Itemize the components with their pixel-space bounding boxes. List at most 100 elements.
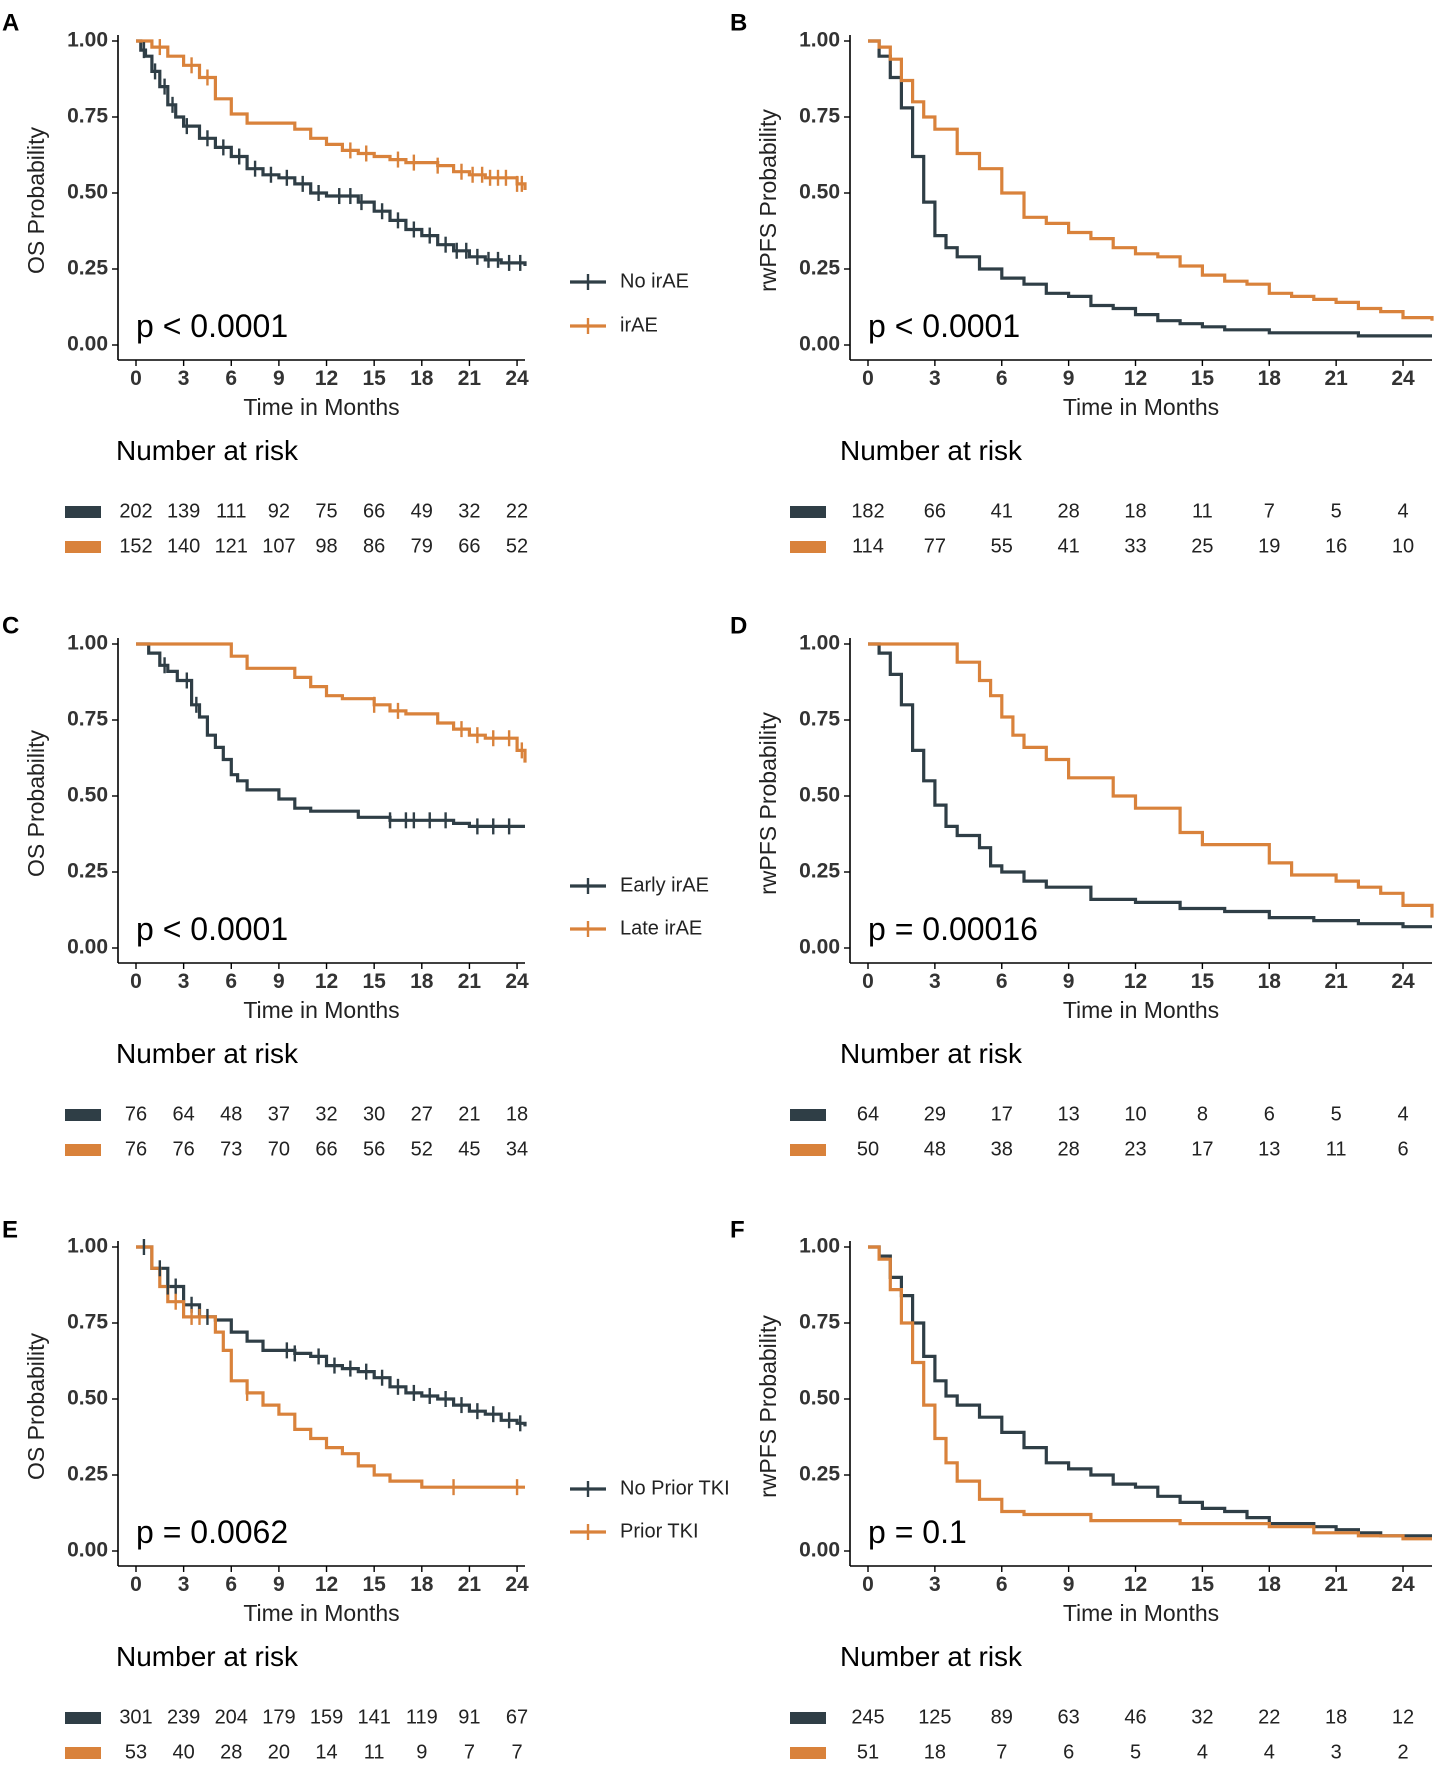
x-tick-label: 21 — [458, 367, 482, 390]
x-tick-label: 12 — [315, 970, 338, 993]
x-tick-label: 24 — [1391, 970, 1415, 993]
risk-count: 48 — [924, 1138, 946, 1160]
risk-count: 73 — [220, 1138, 242, 1160]
x-tick-label: 6 — [996, 970, 1008, 993]
p-value: p = 0.0062 — [136, 1514, 288, 1550]
risk-count: 19 — [1258, 535, 1280, 557]
x-tick-label: 15 — [362, 970, 386, 993]
x-tick-label: 18 — [1258, 367, 1282, 390]
x-tick-label: 18 — [410, 970, 434, 993]
risk-row-swatch — [790, 1109, 826, 1121]
risk-count: 30 — [363, 1103, 385, 1125]
panel-label: C — [2, 612, 19, 639]
x-tick-label: 0 — [862, 1573, 874, 1596]
risk-row-swatch — [65, 1747, 101, 1759]
x-tick-label: 6 — [225, 1573, 237, 1596]
risk-count: 89 — [991, 1706, 1013, 1728]
risk-table-title: Number at risk — [840, 1038, 1023, 1069]
km-curve-prior-tki — [136, 1245, 525, 1489]
risk-count: 111 — [216, 500, 246, 522]
x-tick-label: 21 — [1324, 1573, 1348, 1596]
risk-count: 13 — [1058, 1103, 1080, 1125]
risk-count: 245 — [851, 1706, 884, 1728]
risk-count: 140 — [167, 535, 200, 557]
risk-count: 66 — [458, 535, 480, 557]
risk-count: 32 — [1191, 1706, 1213, 1728]
p-value: p < 0.0001 — [868, 308, 1020, 344]
km-curve-no-irae — [136, 39, 527, 266]
x-axis-title: Time in Months — [243, 394, 399, 420]
x-tick-label: 15 — [1191, 1573, 1215, 1596]
y-tick-label: 0.25 — [799, 860, 840, 883]
risk-count: 16 — [1325, 535, 1347, 557]
y-tick-label: 1.00 — [67, 632, 108, 655]
x-tick-label: 0 — [862, 970, 874, 993]
x-tick-label: 3 — [178, 1573, 190, 1596]
risk-count: 159 — [310, 1706, 343, 1728]
risk-count: 13 — [1258, 1138, 1280, 1160]
risk-count: 79 — [411, 535, 433, 557]
risk-count: 7 — [464, 1741, 475, 1763]
y-tick-label: 1.00 — [67, 29, 108, 52]
risk-row-swatch — [65, 1109, 101, 1121]
x-tick-label: 9 — [1063, 367, 1075, 390]
x-tick-label: 18 — [1258, 1573, 1282, 1596]
panel-D: D 0.00 0.25 0.50 0.75 1.00 0 3 6 9 12 15 18 21 24 Time … — [730, 612, 1434, 1160]
risk-count: 8 — [1197, 1103, 1208, 1125]
x-tick-label: 6 — [996, 367, 1008, 390]
x-tick-label: 6 — [225, 367, 237, 390]
risk-row-swatch — [790, 1747, 826, 1759]
x-axis-title: Time in Months — [243, 1600, 399, 1626]
risk-count: 5 — [1331, 1103, 1342, 1125]
risk-count: 18 — [924, 1741, 946, 1763]
panel-label: F — [730, 1216, 745, 1243]
risk-count: 63 — [1058, 1706, 1080, 1728]
y-tick-label: 0.75 — [67, 105, 108, 128]
y-tick-label: 0.50 — [799, 1387, 840, 1410]
legend-label: irAE — [620, 314, 658, 336]
risk-count: 121 — [215, 535, 248, 557]
risk-row-swatch — [65, 1144, 101, 1156]
risk-count: 202 — [119, 500, 152, 522]
risk-count: 22 — [1258, 1706, 1280, 1728]
risk-count: 55 — [991, 535, 1013, 557]
y-tick-label: 0.25 — [799, 257, 840, 280]
risk-count: 4 — [1397, 1103, 1408, 1125]
y-tick-label: 0.75 — [67, 1311, 108, 1334]
risk-count: 182 — [851, 500, 884, 522]
panel-label: E — [2, 1216, 18, 1243]
risk-count: 64 — [857, 1103, 879, 1125]
risk-count: 51 — [857, 1741, 879, 1763]
legend-label: Early irAE — [620, 874, 709, 896]
risk-count: 92 — [268, 500, 290, 522]
risk-count: 4 — [1197, 1741, 1208, 1763]
x-tick-label: 24 — [505, 1573, 529, 1596]
x-tick-label: 15 — [362, 367, 386, 390]
risk-count: 49 — [411, 500, 433, 522]
x-tick-label: 18 — [410, 1573, 434, 1596]
risk-count: 25 — [1191, 535, 1213, 557]
risk-count: 21 — [458, 1103, 480, 1125]
risk-count: 141 — [357, 1706, 390, 1728]
risk-count: 11 — [1192, 500, 1213, 522]
y-tick-label: 0.00 — [799, 333, 840, 356]
x-tick-label: 3 — [929, 970, 941, 993]
risk-count: 66 — [363, 500, 385, 522]
x-axis-title: Time in Months — [1063, 997, 1219, 1023]
risk-count: 4 — [1264, 1741, 1275, 1763]
x-tick-label: 12 — [1124, 367, 1147, 390]
legend-label: Late irAE — [620, 917, 702, 939]
risk-count: 41 — [991, 500, 1013, 522]
risk-count: 66 — [315, 1138, 337, 1160]
x-tick-label: 12 — [1124, 970, 1147, 993]
y-tick-label: 0.00 — [799, 936, 840, 959]
x-tick-label: 21 — [458, 1573, 482, 1596]
y-tick-label: 1.00 — [67, 1235, 108, 1258]
y-tick-label: 0.25 — [67, 860, 108, 883]
risk-count: 67 — [506, 1706, 528, 1728]
y-tick-label: 0.25 — [799, 1463, 840, 1486]
y-tick-label: 0.75 — [799, 105, 840, 128]
x-tick-label: 24 — [505, 367, 529, 390]
panel-label: D — [730, 612, 747, 639]
y-tick-label: 1.00 — [799, 1235, 840, 1258]
